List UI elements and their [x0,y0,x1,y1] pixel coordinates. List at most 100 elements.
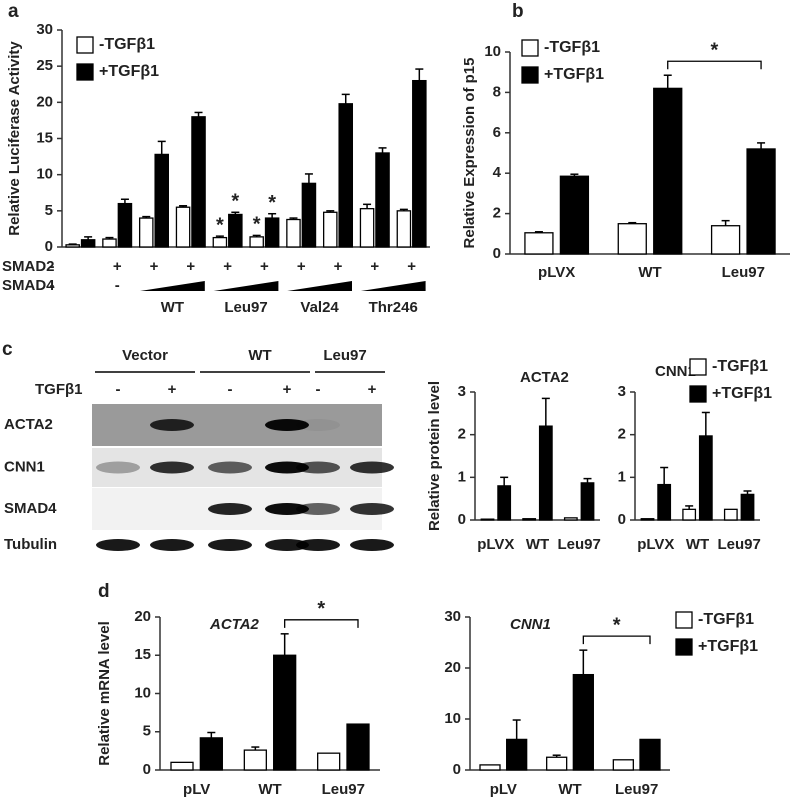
treatment-value: + [283,381,292,398]
bar [80,239,96,248]
y-tick-label: 20 [36,93,53,110]
blot-band [350,503,394,515]
y-tick-label: 15 [36,129,53,146]
bar [524,232,554,255]
bar [273,654,297,771]
y-tick-label: 2 [618,426,626,443]
group-label: Leu97 [224,299,267,316]
blot-row-label: SMAD4 [4,500,57,517]
blot-row-label: Tubulin [4,536,57,553]
bar [199,737,223,771]
y-tick-label: 25 [36,57,53,74]
bar [617,223,647,255]
bar [286,218,301,248]
bar [396,210,412,248]
legend-swatch [76,36,94,54]
significance-mark: * [268,192,276,214]
x-row-value: + [407,258,416,275]
bar [653,87,683,255]
y-tick-label: 30 [36,21,53,38]
blot-band [296,539,340,551]
y-tick-label: 5 [143,723,151,740]
blot-band [350,539,394,551]
y-tick-label: 2 [458,426,466,443]
y-axis-label: Relative Luciferase Activity [6,41,23,236]
blot-band [296,419,340,431]
group-label: Thr246 [369,299,418,316]
blot-band [350,461,394,474]
chart-title: CNN1 [655,363,696,380]
treatment-value: - [228,381,233,398]
y-tick-label: 10 [444,710,461,727]
x-row-value: - [50,258,55,275]
blot-row-label: CNN1 [4,458,45,475]
x-tick-label: WT [638,264,661,281]
blot-band [150,419,194,431]
x-tick-label: pLVX [477,536,514,553]
significance-mark: * [231,191,239,213]
x-row-value: + [297,258,306,275]
x-row-value: + [223,258,232,275]
bar [375,152,390,248]
bar [723,508,738,521]
x-tick-label: pLVX [538,264,575,281]
blot-band [265,419,309,431]
bar [117,202,133,248]
wedge [140,281,205,291]
blot-band [296,461,340,474]
bar [322,211,338,248]
blot-band [208,539,252,551]
panel-label: a [8,1,19,22]
chart-title: ACTA2 [520,369,569,386]
x-row-value: + [150,258,159,275]
wedge [287,281,352,291]
lane-group-label: Leu97 [323,347,366,364]
bar [740,493,755,521]
x-tick-label: Leu97 [615,781,658,798]
legend-swatch [675,611,693,629]
treatment-value: - [116,381,121,398]
legend-label: -TGFβ1 [698,611,754,628]
bar [682,508,697,521]
chart-title: CNN1 [510,616,551,633]
bar [479,764,501,771]
bar [175,206,191,248]
legend-label: +TGFβ1 [544,66,604,83]
y-axis-label: Relative mRNA level [96,621,113,766]
blot-band [265,539,309,551]
x-tick-label: pLVX [637,536,674,553]
x-tick-label: WT [558,781,581,798]
x-row-value: + [113,258,122,275]
bar [243,749,267,771]
y-tick-label: 10 [36,166,53,183]
y-tick-label: 8 [493,83,501,100]
legend-swatch [521,39,539,57]
legend-swatch [76,63,94,81]
bar [497,485,512,521]
legend-swatch [675,638,693,656]
y-tick-label: 6 [493,124,501,141]
blot-row-label: ACTA2 [4,416,53,433]
blot-band [96,539,140,551]
x-row-value: + [260,258,269,275]
x-tick-label: pLV [490,781,517,798]
x-row-label: SMAD4 [2,277,55,294]
bar [170,761,194,771]
y-tick-label: 0 [453,761,461,778]
wedge [360,281,426,291]
blot-band [150,461,194,474]
panel-label: d [98,581,110,602]
legend-label: -TGFβ1 [712,358,768,375]
x-row-value: + [186,258,195,275]
treatment-value: + [368,381,377,398]
bracket-label: * [613,614,621,636]
legend-label: -TGFβ1 [99,36,155,53]
x-tick-label: WT [258,781,281,798]
x-tick-label: pLV [183,781,210,798]
y-tick-label: 0 [493,245,501,262]
bar [640,518,655,521]
bracket [284,619,359,628]
bar [317,752,341,771]
bracket-label: * [317,598,325,620]
legend-label: +TGFβ1 [698,638,758,655]
